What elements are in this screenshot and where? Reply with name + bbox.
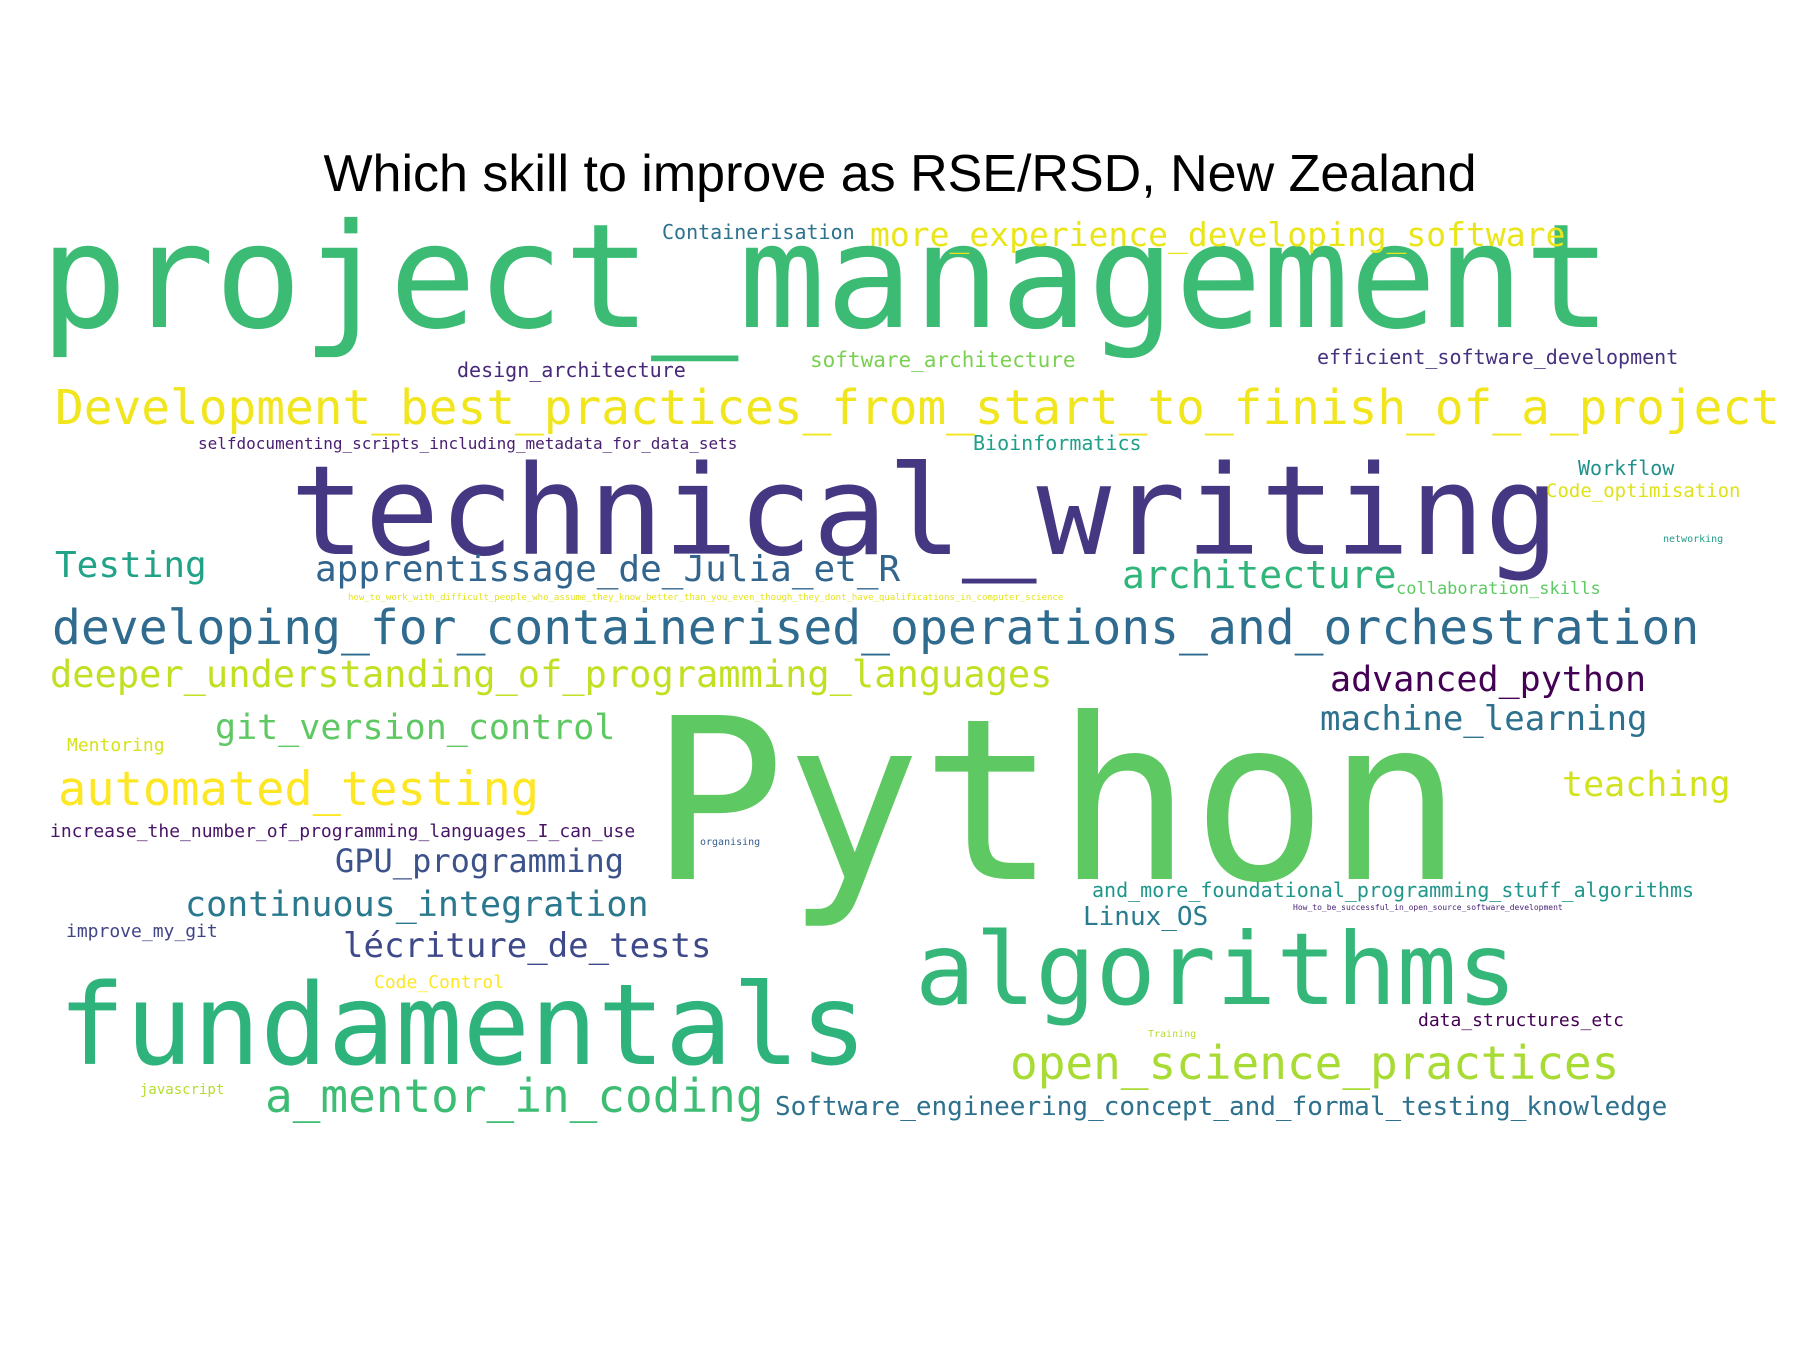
word-item: project_management (40, 193, 1612, 362)
word-item: Training (1148, 1029, 1197, 1040)
word-item: Python (650, 671, 1463, 933)
word-item: Code_Control (374, 972, 505, 993)
word-item: improve_my_git (66, 921, 218, 942)
word-item: javascript (140, 1082, 225, 1098)
word-item: automated_testing (58, 762, 540, 817)
word-item: teaching (1562, 765, 1731, 805)
word-item: git_version_control (215, 708, 616, 748)
word-item: Bioinformatics (973, 431, 1142, 455)
word-item: algorithms (915, 911, 1518, 1028)
word-item: Code_optimisation (1546, 480, 1741, 502)
word-item: Containerisation (662, 220, 855, 244)
word-item: Development_best_practices_from_start_to… (55, 381, 1780, 436)
word-item: technical_writing (290, 440, 1560, 584)
word-item: design_architecture (457, 358, 686, 382)
word-item: increase_the_number_of_programming_langu… (50, 821, 636, 842)
word-item: How_to_be_successful_in_open_source_soft… (1293, 903, 1563, 912)
word-item: deeper_understanding_of_programming_lang… (50, 653, 1053, 696)
word-item: Software_engineering_concept_and_formal_… (775, 1092, 1668, 1122)
word-item: fundamentals (58, 961, 868, 1091)
word-item: machine_learning (1320, 699, 1648, 739)
word-item: and_more_foundational_programming_stuff_… (1092, 878, 1695, 902)
word-item: Workflow (1578, 456, 1675, 480)
word-item: selfdocumenting_scripts_including_metada… (198, 434, 738, 453)
word-item: collaboration_skills (1396, 579, 1601, 599)
word-item: continuous_integration (185, 885, 649, 925)
word-item: open_science_practices (1010, 1036, 1620, 1090)
word-item: more_experience_developing_software (870, 215, 1566, 254)
chart-title: Which skill to improve as RSE/RSD, New Z… (323, 145, 1477, 203)
word-item: how_to_work_with_difficult_people_who_as… (348, 593, 1064, 603)
word-item: efficient_software_development (1317, 345, 1679, 369)
word-item: developing_for_containerised_operations_… (52, 600, 1700, 656)
word-item: Testing (55, 545, 207, 586)
word-item: organising (700, 837, 761, 848)
word-item: Mentoring (67, 735, 165, 756)
word-item: a_mentor_in_coding (265, 1069, 764, 1123)
word-item: software_architecture (810, 348, 1076, 372)
word-item: architecture (1122, 553, 1397, 597)
word-item: lécriture_de_tests (343, 926, 712, 966)
word-item: GPU_programming (335, 842, 624, 880)
word-item: apprentissage_de_Julia_et_R (315, 549, 901, 590)
word-item: Linux_OS (1083, 902, 1209, 932)
word-item: data_structures_etc (1418, 1010, 1624, 1031)
word-item: networking (1663, 534, 1724, 545)
word-item: advanced_python (1330, 660, 1647, 700)
